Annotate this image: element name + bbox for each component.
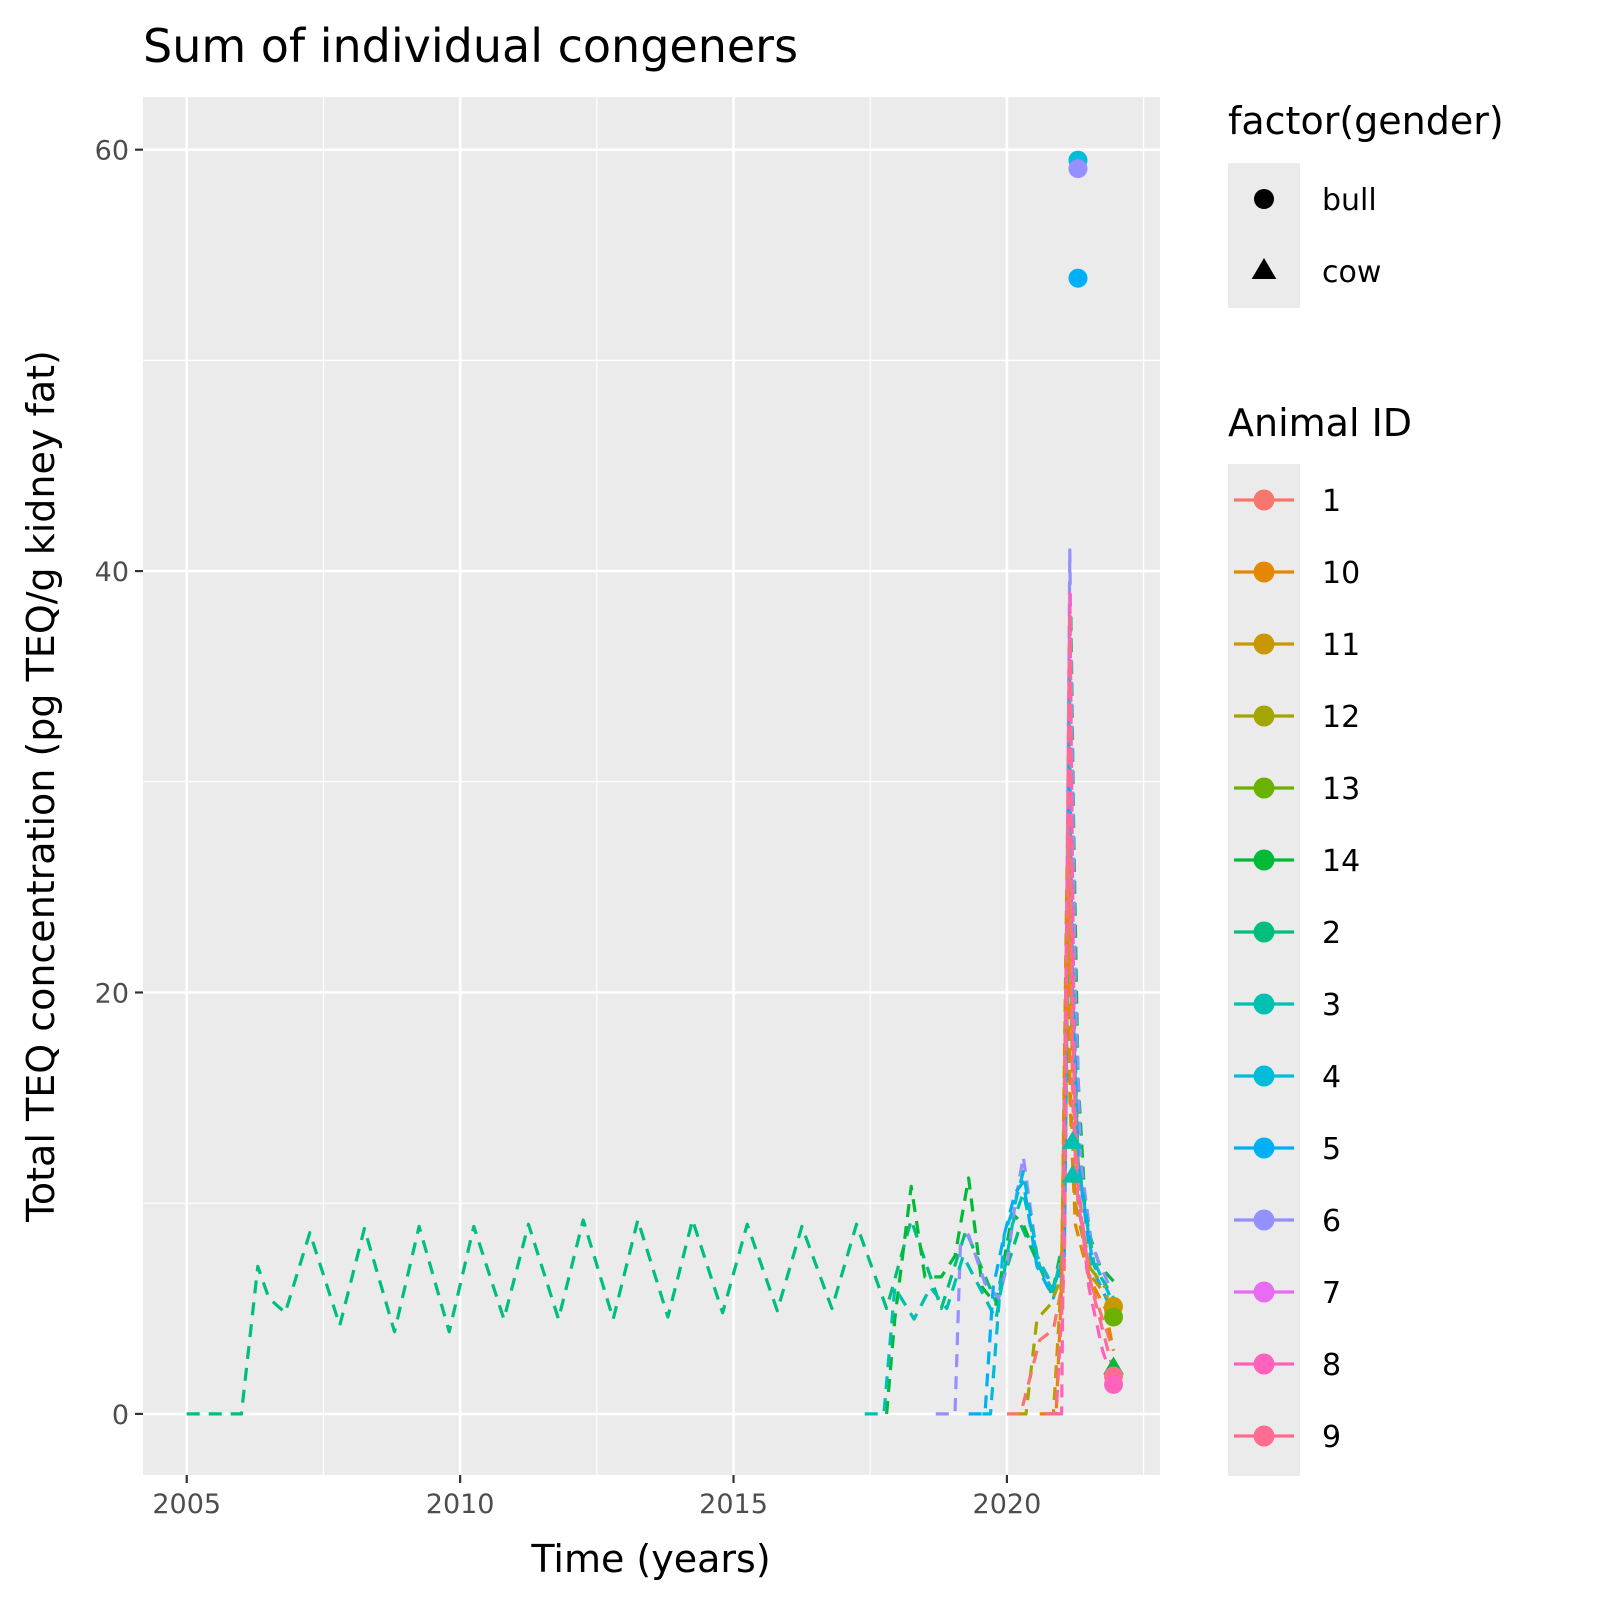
legend-label-bull: bull xyxy=(1322,183,1377,218)
legend-swatch-7 xyxy=(1253,1281,1275,1303)
legend-label-10: 10 xyxy=(1322,556,1360,591)
legend-label-cow: cow xyxy=(1322,255,1381,290)
legend-label-7: 7 xyxy=(1322,1276,1341,1311)
series-line-3 xyxy=(864,674,1115,1416)
series-line-9 xyxy=(1045,611,1116,1416)
legend-swatch-5 xyxy=(1253,1137,1275,1159)
series-line-10 xyxy=(1039,885,1116,1416)
x-tick-label: 2005 xyxy=(152,1489,221,1520)
legend-animal-id: Animal ID 1 10 11 12 13 14 2 3 4 5 6 7 8 9 xyxy=(1228,401,1412,1476)
y-tick-label: 20 xyxy=(95,978,129,1009)
series-line-2 xyxy=(186,1218,1063,1416)
data-point-13 xyxy=(1104,1307,1124,1327)
legend-swatch-4 xyxy=(1253,1065,1275,1087)
series-lines xyxy=(186,548,1116,1416)
y-axis-title: Total TEQ concentration (pg TEQ/g kidney… xyxy=(19,350,63,1223)
series-line-1 xyxy=(1006,822,1116,1416)
legend-label-3: 3 xyxy=(1322,988,1341,1023)
y-tick-label: 0 xyxy=(112,1400,129,1431)
y-axis: 0 20 40 60 xyxy=(95,136,143,1431)
legend-label-5: 5 xyxy=(1322,1132,1341,1167)
legend-label-4: 4 xyxy=(1322,1060,1341,1095)
x-axis-title: Time (years) xyxy=(530,1537,770,1581)
legend-swatch-2 xyxy=(1253,921,1275,943)
legend-label-1: 1 xyxy=(1322,484,1341,519)
legend-swatch-9 xyxy=(1253,1425,1275,1447)
legend-animal-id-title: Animal ID xyxy=(1228,401,1412,445)
data-points xyxy=(1062,150,1124,1394)
data-point-3 xyxy=(1062,1131,1083,1149)
legend-swatch-11 xyxy=(1253,633,1275,655)
data-point-6 xyxy=(1068,159,1088,179)
chart-title: Sum of individual congeners xyxy=(143,19,798,73)
legend-swatch-12 xyxy=(1253,705,1275,727)
series-line-5 xyxy=(968,780,1113,1416)
legend-swatch-13 xyxy=(1253,777,1275,799)
minor-gridlines xyxy=(143,97,1160,1475)
legend-swatch-8 xyxy=(1253,1353,1275,1375)
x-tick-label: 2010 xyxy=(426,1489,495,1520)
legend-label-13: 13 xyxy=(1322,772,1360,807)
legend-label-12: 12 xyxy=(1322,700,1360,735)
legend-swatch-10 xyxy=(1253,561,1275,583)
x-axis: 2005 2010 2015 2020 xyxy=(152,1475,1041,1520)
legend-swatch-3 xyxy=(1253,993,1275,1015)
y-tick-label: 40 xyxy=(95,557,129,588)
legend-label-8: 8 xyxy=(1322,1348,1341,1383)
data-point-8 xyxy=(1104,1374,1124,1394)
legend-key-cow xyxy=(1251,258,1277,280)
x-tick-label: 2015 xyxy=(699,1489,768,1520)
data-point-5 xyxy=(1068,268,1088,288)
x-tick-label: 2020 xyxy=(973,1489,1042,1520)
legend-swatch-1 xyxy=(1253,489,1275,511)
y-tick-label: 60 xyxy=(95,136,129,167)
legend-label-6: 6 xyxy=(1322,1204,1341,1239)
legend-animal-id-keys-bg xyxy=(1228,464,1300,1476)
legend-swatch-14 xyxy=(1253,849,1275,871)
legend-gender-keys-bg xyxy=(1228,163,1300,308)
legend-label-9: 9 xyxy=(1322,1420,1341,1455)
legend-gender: factor(gender) bull cow xyxy=(1228,99,1504,308)
data-point-3 xyxy=(1062,1164,1083,1183)
major-gridlines xyxy=(143,97,1160,1475)
legend-label-11: 11 xyxy=(1322,628,1360,663)
legend-key-bull xyxy=(1254,189,1274,209)
legend-swatch-6 xyxy=(1253,1209,1275,1231)
legend-gender-title: factor(gender) xyxy=(1228,99,1504,143)
legend-label-2: 2 xyxy=(1322,916,1341,951)
legend-label-14: 14 xyxy=(1322,844,1360,879)
